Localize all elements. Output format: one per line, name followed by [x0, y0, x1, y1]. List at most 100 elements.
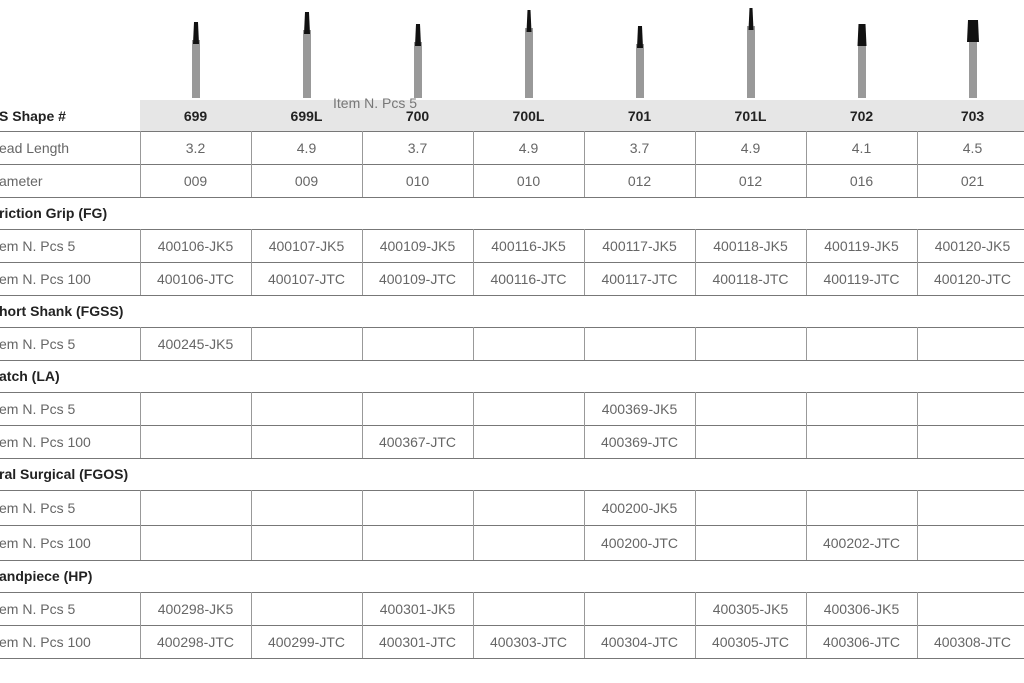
column-divider	[473, 392, 474, 425]
row-label: ead Length	[0, 139, 70, 156]
column-header: 701L	[734, 108, 767, 124]
cell: 012	[738, 172, 763, 189]
column-divider	[584, 164, 585, 197]
bur-shank	[636, 44, 644, 98]
column-divider	[473, 525, 474, 560]
bur-tip	[415, 24, 421, 46]
column-divider	[917, 131, 918, 164]
cell: 400118-JTC	[712, 270, 789, 287]
cell: 400298-JTC	[156, 633, 235, 650]
column-divider	[251, 392, 252, 425]
column-divider	[806, 490, 807, 525]
row-divider	[0, 658, 1024, 659]
column-divider	[917, 490, 918, 525]
cell: 009	[183, 172, 208, 189]
cell: 400369-JK5	[601, 400, 678, 417]
column-divider	[917, 525, 918, 560]
column-divider	[695, 262, 696, 295]
cell: 4.9	[296, 139, 317, 156]
cell: 400117-JTC	[601, 270, 678, 287]
bur-images	[192, 8, 979, 98]
column-divider	[917, 392, 918, 425]
row-divider	[0, 425, 1024, 426]
column-divider	[584, 592, 585, 625]
column-divider	[473, 592, 474, 625]
column-divider	[695, 525, 696, 560]
column-divider	[362, 525, 363, 560]
section-title: ral Surgical (FGOS)	[0, 466, 129, 482]
column-divider	[584, 131, 585, 164]
column-divider	[140, 525, 141, 560]
bur-shank	[414, 42, 422, 98]
column-divider	[695, 131, 696, 164]
column-divider	[473, 327, 474, 360]
bur-tip	[526, 10, 532, 32]
cell: 400369-JTC	[600, 433, 679, 450]
column-divider	[140, 592, 141, 625]
column-divider	[473, 262, 474, 295]
column-divider	[806, 164, 807, 197]
column-divider	[806, 131, 807, 164]
column-divider	[917, 425, 918, 458]
cell: 400301-JK5	[379, 600, 456, 617]
column-divider	[140, 164, 141, 197]
cell: 400303-JTC	[489, 633, 568, 650]
row-label: em N. Pcs 100	[0, 270, 91, 287]
cell: 400118-JK5	[713, 237, 788, 254]
cell: 4.5	[962, 139, 983, 156]
column-divider	[473, 229, 474, 262]
column-header: 701	[627, 108, 652, 124]
column-divider	[362, 425, 363, 458]
column-divider	[251, 425, 252, 458]
row-label: em N. Pcs 100	[0, 433, 91, 450]
column-divider	[584, 327, 585, 360]
column-divider	[584, 392, 585, 425]
column-divider	[140, 625, 141, 658]
column-divider	[251, 229, 252, 262]
cell: 400308-JTC	[933, 633, 1012, 650]
column-divider	[806, 392, 807, 425]
row-divider	[0, 525, 1024, 526]
cell: 021	[960, 172, 985, 189]
column-divider	[362, 164, 363, 197]
bur-shank	[969, 38, 977, 98]
column-divider	[584, 262, 585, 295]
column-divider	[140, 131, 141, 164]
cell: 400109-JTC	[378, 270, 457, 287]
row-divider	[0, 490, 1024, 491]
cell: 4.9	[740, 139, 761, 156]
column-divider	[473, 625, 474, 658]
row-divider	[0, 262, 1024, 263]
row-label: em N. Pcs 5	[0, 335, 76, 352]
row-divider	[0, 625, 1024, 626]
bur-shank	[303, 30, 311, 98]
cell: 3.7	[407, 139, 428, 156]
cell: 400200-JK5	[601, 499, 678, 516]
column-divider	[251, 327, 252, 360]
column-divider	[695, 327, 696, 360]
column-divider	[584, 229, 585, 262]
cell: 400120-JK5	[934, 237, 1011, 254]
cell: 400299-JTC	[267, 633, 346, 650]
column-divider	[251, 164, 252, 197]
column-divider	[140, 392, 141, 425]
row-label: em N. Pcs 5	[0, 600, 76, 617]
section-title: atch (LA)	[0, 368, 60, 384]
cell: 400120-JTC	[933, 270, 1012, 287]
column-divider	[695, 625, 696, 658]
column-divider	[806, 229, 807, 262]
cell: 400119-JK5	[824, 237, 899, 254]
column-divider	[473, 425, 474, 458]
row-label: em N. Pcs 5	[0, 499, 76, 516]
cell: 400202-JTC	[822, 534, 901, 551]
overlay-text: Item N. Pcs 5	[333, 95, 418, 111]
row-divider	[0, 360, 1024, 361]
column-divider	[584, 490, 585, 525]
cell: 012	[627, 172, 652, 189]
cell: 400116-JTC	[490, 270, 567, 287]
cell: 016	[849, 172, 874, 189]
column-divider	[251, 525, 252, 560]
section-title: hort Shank (FGSS)	[0, 303, 124, 319]
column-divider	[806, 625, 807, 658]
